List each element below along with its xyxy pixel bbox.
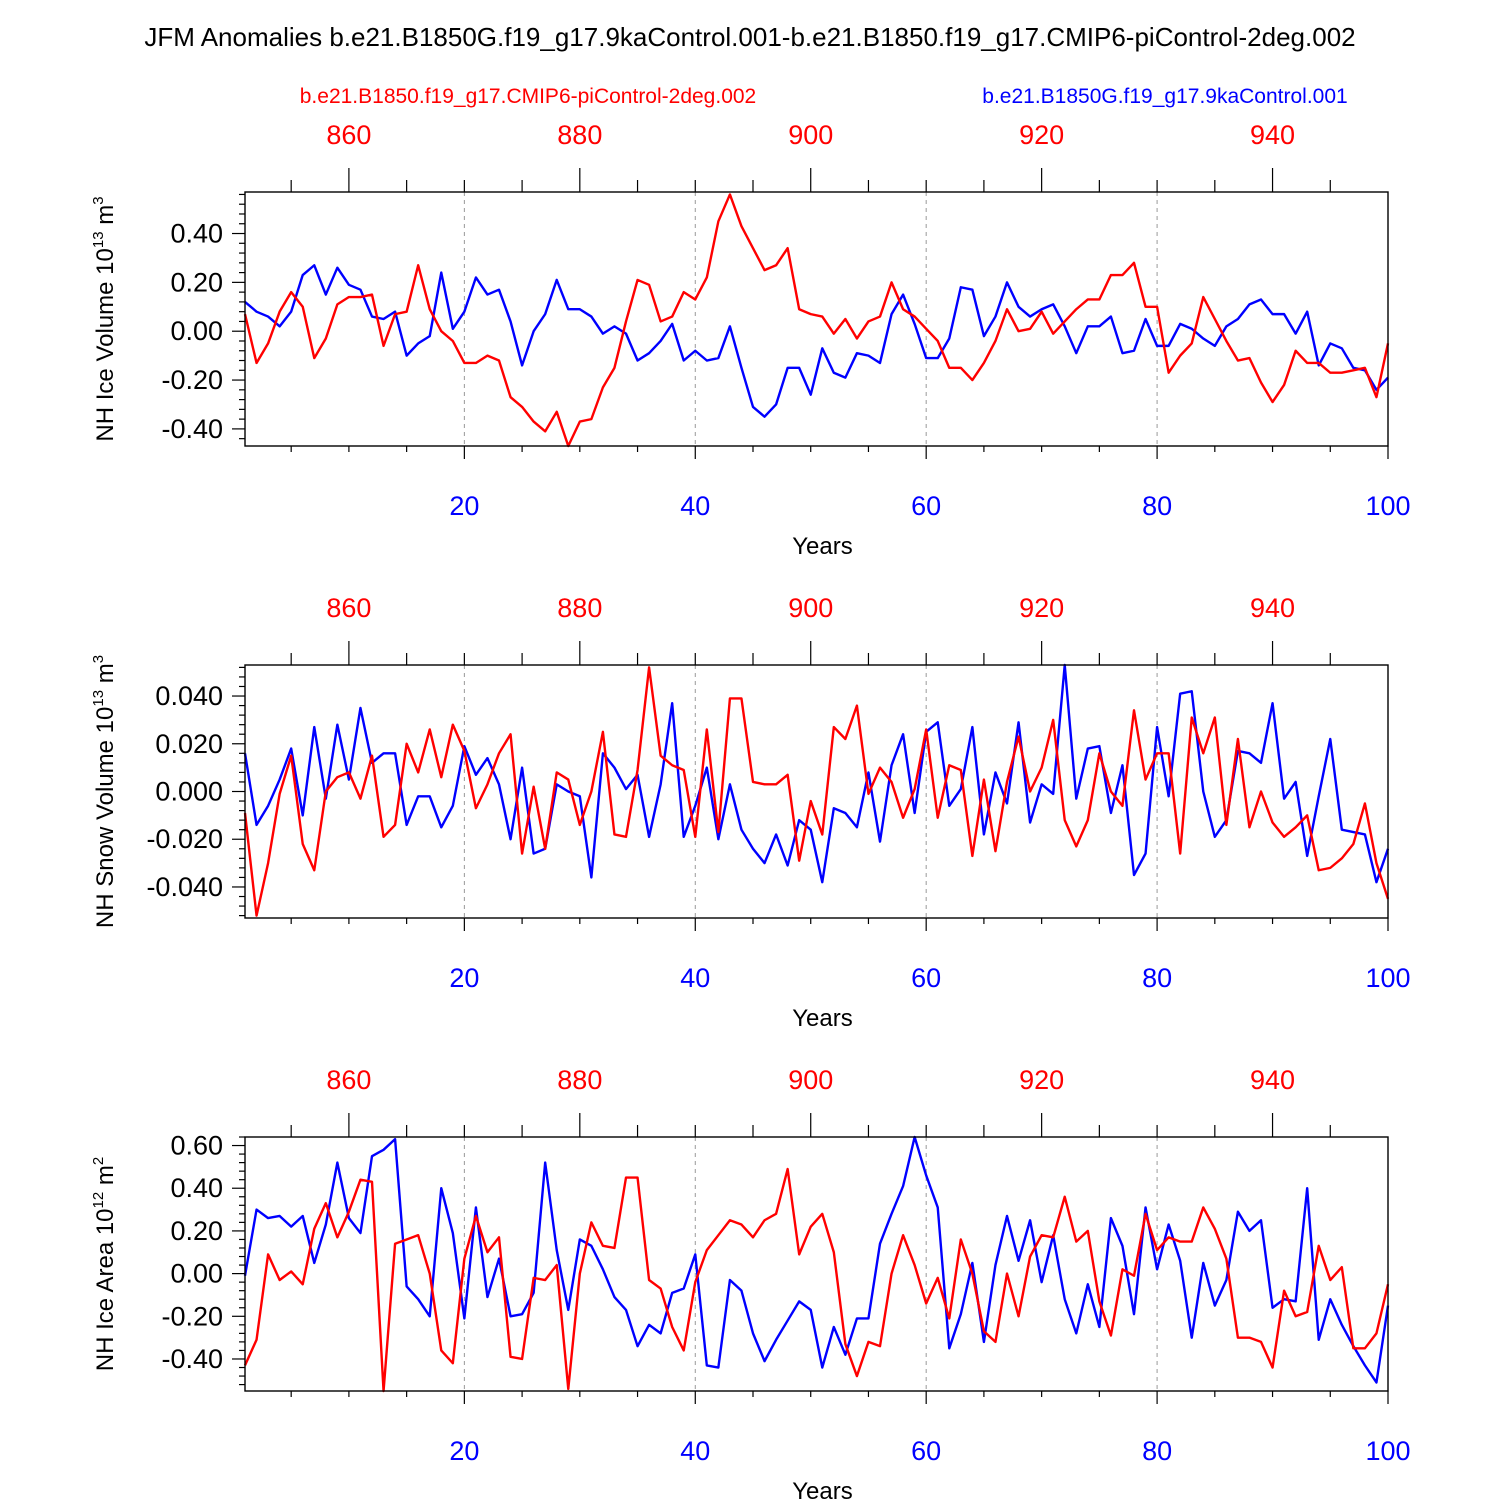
x-tick-label: 100	[1365, 491, 1410, 521]
series-line-blue	[243, 1135, 1390, 1384]
y-tick-label: -0.20	[161, 365, 223, 395]
y-tick-label: -0.040	[146, 872, 223, 902]
x-tick-label: 80	[1142, 491, 1172, 521]
top-tick-label: 920	[1019, 1065, 1064, 1095]
legend-red-label: b.e21.B1850.f19_g17.CMIP6-piControl-2deg…	[300, 85, 756, 108]
y-tick-label: 0.040	[155, 681, 223, 711]
plot-frame	[244, 1136, 1389, 1392]
legend-blue-label: b.e21.B1850G.f19_g17.9kaControl.001	[982, 85, 1347, 108]
y-tick-label: 0.60	[170, 1131, 223, 1161]
top-tick-label: 920	[1019, 120, 1064, 150]
y-axis-label-exponent: 13	[90, 231, 107, 248]
y-axis-label-unit: m	[92, 663, 119, 690]
series-line-red	[243, 1167, 1390, 1393]
chart-title: JFM Anomalies b.e21.B1850G.f19_g17.9kaCo…	[144, 22, 1355, 52]
x-axis-label: Years	[792, 533, 853, 560]
y-axis-label-exponent: 13	[90, 690, 107, 707]
y-tick-label: 0.00	[170, 316, 223, 346]
x-tick-label: 20	[449, 1436, 479, 1466]
x-tick-label: 20	[449, 963, 479, 993]
top-tick-label: 900	[788, 120, 833, 150]
y-axis-label-unit-exponent: 2	[90, 1157, 107, 1165]
plot-frame	[244, 191, 1389, 447]
x-tick-label: 40	[680, 963, 710, 993]
x-tick-label: 40	[680, 491, 710, 521]
top-tick-label: 880	[557, 593, 602, 623]
top-tick-label: 940	[1250, 593, 1295, 623]
top-tick-label: 860	[326, 593, 371, 623]
y-tick-label: 0.00	[170, 1259, 223, 1289]
y-axis-label-unit-exponent: 3	[90, 655, 107, 663]
plot-frame	[244, 664, 1389, 919]
y-tick-label: 0.40	[170, 1173, 223, 1203]
y-axis-label-unit: m	[92, 205, 119, 232]
x-tick-label: 60	[911, 963, 941, 993]
y-tick-label: 0.40	[170, 219, 223, 249]
x-tick-label: 100	[1365, 963, 1410, 993]
top-tick-label: 900	[788, 593, 833, 623]
top-tick-label: 900	[788, 1065, 833, 1095]
x-axis-label: Years	[792, 1478, 853, 1500]
x-tick-label: 80	[1142, 1436, 1172, 1466]
y-axis-label: NH Ice Area 1012 m2	[90, 1157, 119, 1371]
x-tick-label: 60	[911, 491, 941, 521]
x-tick-label: 40	[680, 1436, 710, 1466]
top-tick-label: 880	[557, 120, 602, 150]
panel-3: -0.40 -0.20 0.00 0.20 0.40 0.60 20 40 60 80 100 860…	[90, 1065, 1411, 1500]
top-tick-label: 860	[326, 120, 371, 150]
x-axis-label: Years	[792, 1005, 853, 1032]
y-axis-label: NH Ice Volume 1013 m3	[90, 196, 119, 441]
y-tick-label: -0.020	[146, 824, 223, 854]
series-line-blue	[243, 663, 1390, 884]
top-tick-label: 940	[1250, 1065, 1295, 1095]
panel-2: -0.040 -0.020 0.000 0.020 0.040 20 40 60 80 100 86…	[90, 593, 1411, 1032]
x-tick-label: 80	[1142, 963, 1172, 993]
panel-1: -0.40 -0.20 0.00 0.20 0.40 20 40 60 80 100 860 880 9…	[90, 120, 1411, 560]
y-axis-label-unit-exponent: 3	[90, 196, 107, 204]
y-tick-label: 0.20	[170, 1216, 223, 1246]
series-line-blue	[244, 264, 1389, 418]
top-tick-label: 860	[326, 1065, 371, 1095]
x-tick-label: 60	[911, 1436, 941, 1466]
top-tick-label: 920	[1019, 593, 1064, 623]
y-axis-label-exponent: 12	[90, 1192, 107, 1209]
y-axis-label-main: NH Ice Volume 10	[92, 248, 119, 441]
y-axis-label-main: NH Ice Area 10	[92, 1208, 119, 1371]
y-tick-label: 0.020	[155, 729, 223, 759]
y-tick-label: 0.000	[155, 777, 223, 807]
y-tick-label: -0.20	[161, 1301, 223, 1331]
x-tick-label: 100	[1365, 1436, 1410, 1466]
y-tick-label: 0.20	[170, 267, 223, 297]
y-axis-label-unit: m	[92, 1165, 119, 1192]
y-tick-label: -0.40	[161, 414, 223, 444]
y-axis-label: NH Snow Volume 1013 m3	[90, 655, 119, 928]
y-tick-label: -0.40	[161, 1344, 223, 1374]
series-line-red	[243, 666, 1390, 917]
x-tick-label: 20	[449, 491, 479, 521]
top-tick-label: 940	[1250, 120, 1295, 150]
series-line-red	[243, 193, 1390, 448]
y-axis-label-main: NH Snow Volume 10	[92, 707, 119, 928]
top-tick-label: 880	[557, 1065, 602, 1095]
